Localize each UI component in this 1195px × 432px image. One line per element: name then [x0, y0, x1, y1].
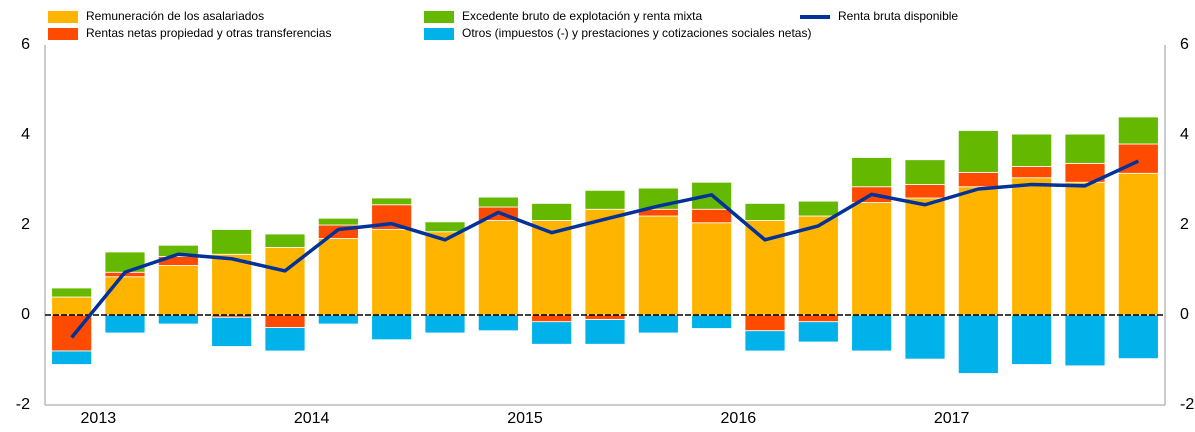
y2-tick-label: -2: [1180, 396, 1194, 413]
bar: [211, 253, 253, 316]
x-tick-label: 2013: [81, 410, 117, 427]
x-tick-label: 2017: [934, 410, 970, 427]
bar: [264, 327, 306, 352]
legend-label: Excedente bruto de explotación y renta m…: [462, 9, 702, 23]
legend-swatch: [48, 11, 78, 23]
x-tick-label: 2016: [721, 410, 757, 427]
bar: [477, 220, 519, 316]
bar: [531, 220, 573, 316]
bar: [424, 221, 466, 233]
bar: [477, 196, 519, 208]
bar: [51, 296, 93, 316]
bar: [957, 186, 999, 316]
bar: [531, 321, 573, 345]
bar: [797, 200, 839, 217]
legend-label: Remuneración de los asalariados: [86, 9, 264, 23]
bar: [1117, 314, 1159, 360]
bar: [904, 314, 946, 360]
y2-tick-label: 0: [1180, 306, 1189, 323]
bar: [584, 189, 626, 210]
bar: [851, 157, 893, 188]
y-tick-label: -2: [16, 396, 30, 413]
bar: [264, 314, 306, 329]
bar: [477, 314, 519, 332]
legend-swatch: [800, 15, 830, 19]
y2-tick-label: 4: [1180, 126, 1189, 143]
bar: [904, 197, 946, 316]
legend-swatch: [424, 11, 454, 23]
bar: [157, 314, 199, 325]
legend-label: Rentas netas propiedad y otras transfere…: [86, 26, 331, 40]
legend-label: Otros (impuestos (-) y prestaciones y co…: [462, 26, 811, 40]
bar: [157, 244, 199, 257]
bar: [584, 208, 626, 316]
bar: [264, 247, 306, 316]
x-tick-label: 2014: [294, 410, 330, 427]
bar: [424, 231, 466, 316]
bar: [51, 287, 93, 298]
y-tick-label: 4: [21, 126, 30, 143]
bar: [1064, 314, 1106, 367]
bar: [317, 238, 359, 316]
bar: [744, 202, 786, 221]
bar: [104, 314, 146, 334]
bar: [904, 159, 946, 185]
bar: [797, 314, 839, 323]
y2-tick-label: 2: [1180, 216, 1189, 233]
y-tick-label: 0: [21, 306, 30, 323]
bar: [904, 184, 946, 199]
bar: [1011, 133, 1053, 167]
bar: [157, 265, 199, 316]
bar: [1117, 143, 1159, 174]
bar: [371, 229, 413, 316]
bar: [317, 314, 359, 325]
y-tick-label: 6: [21, 36, 30, 53]
bar: [851, 202, 893, 316]
bar: [1117, 172, 1159, 316]
bar: [51, 350, 93, 365]
bar: [957, 130, 999, 173]
bar: [264, 233, 306, 248]
bar: [957, 314, 999, 374]
bar: [1011, 166, 1053, 179]
bar: [211, 229, 253, 255]
bar: [851, 314, 893, 352]
bar: [104, 276, 146, 316]
bar: [637, 215, 679, 316]
bar: [1117, 116, 1159, 145]
line: [70, 159, 1140, 339]
bar: [531, 202, 573, 221]
bar: [957, 171, 999, 188]
bar: [744, 314, 786, 332]
bar: [1011, 314, 1053, 365]
bar: [1064, 181, 1106, 316]
bar: [1011, 177, 1053, 316]
bar: [317, 217, 359, 226]
bar: [691, 208, 733, 224]
bar: [797, 321, 839, 343]
legend-label: Renta bruta disponible: [838, 9, 958, 23]
bar: [371, 197, 413, 206]
bar: [531, 314, 573, 323]
bar: [584, 319, 626, 345]
bar: [691, 222, 733, 316]
y-tick-label: 2: [21, 216, 30, 233]
bar: [211, 316, 253, 347]
bar: [691, 314, 733, 329]
y2-tick-label: 6: [1180, 36, 1189, 53]
x-tick-label: 2015: [507, 410, 543, 427]
legend-swatch: [424, 28, 454, 40]
bar: [637, 314, 679, 334]
bar: [1064, 133, 1106, 164]
legend-swatch: [48, 28, 78, 40]
bar: [371, 314, 413, 341]
bar: [424, 314, 466, 334]
bar: [744, 330, 786, 352]
